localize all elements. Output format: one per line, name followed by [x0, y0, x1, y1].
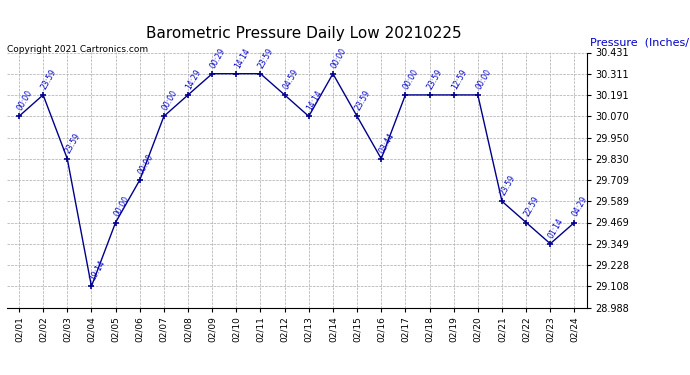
- Text: Pressure  (Inches/Hg): Pressure (Inches/Hg): [590, 38, 690, 48]
- Text: 23:59: 23:59: [498, 174, 517, 197]
- Text: 04:29: 04:29: [571, 195, 589, 218]
- Text: Barometric Pressure Daily Low 20210225: Barometric Pressure Daily Low 20210225: [146, 26, 462, 41]
- Text: Copyright 2021 Cartronics.com: Copyright 2021 Cartronics.com: [7, 45, 148, 54]
- Text: 14:14: 14:14: [305, 89, 324, 112]
- Text: 00:00: 00:00: [136, 152, 155, 176]
- Text: 23:59: 23:59: [39, 67, 58, 91]
- Text: 19:14: 19:14: [88, 259, 106, 282]
- Text: 22:59: 22:59: [522, 195, 541, 218]
- Text: 00:00: 00:00: [15, 88, 34, 112]
- Text: 23:59: 23:59: [63, 131, 82, 154]
- Text: 14:29: 14:29: [184, 68, 203, 91]
- Text: 14:14: 14:14: [233, 46, 251, 69]
- Text: 00:00: 00:00: [329, 46, 348, 69]
- Text: 23:59: 23:59: [426, 67, 444, 91]
- Text: 23:59: 23:59: [257, 46, 275, 69]
- Text: 00:29: 00:29: [208, 46, 227, 69]
- Text: 00:00: 00:00: [474, 67, 493, 91]
- Text: 04:59: 04:59: [281, 67, 299, 91]
- Text: 23:59: 23:59: [353, 88, 372, 112]
- Text: 00:00: 00:00: [112, 195, 130, 218]
- Text: 00:00: 00:00: [402, 67, 420, 91]
- Text: 01:14: 01:14: [546, 216, 565, 240]
- Text: 00:00: 00:00: [160, 88, 179, 112]
- Text: 03:44: 03:44: [377, 131, 396, 154]
- Text: 12:59: 12:59: [450, 68, 469, 91]
